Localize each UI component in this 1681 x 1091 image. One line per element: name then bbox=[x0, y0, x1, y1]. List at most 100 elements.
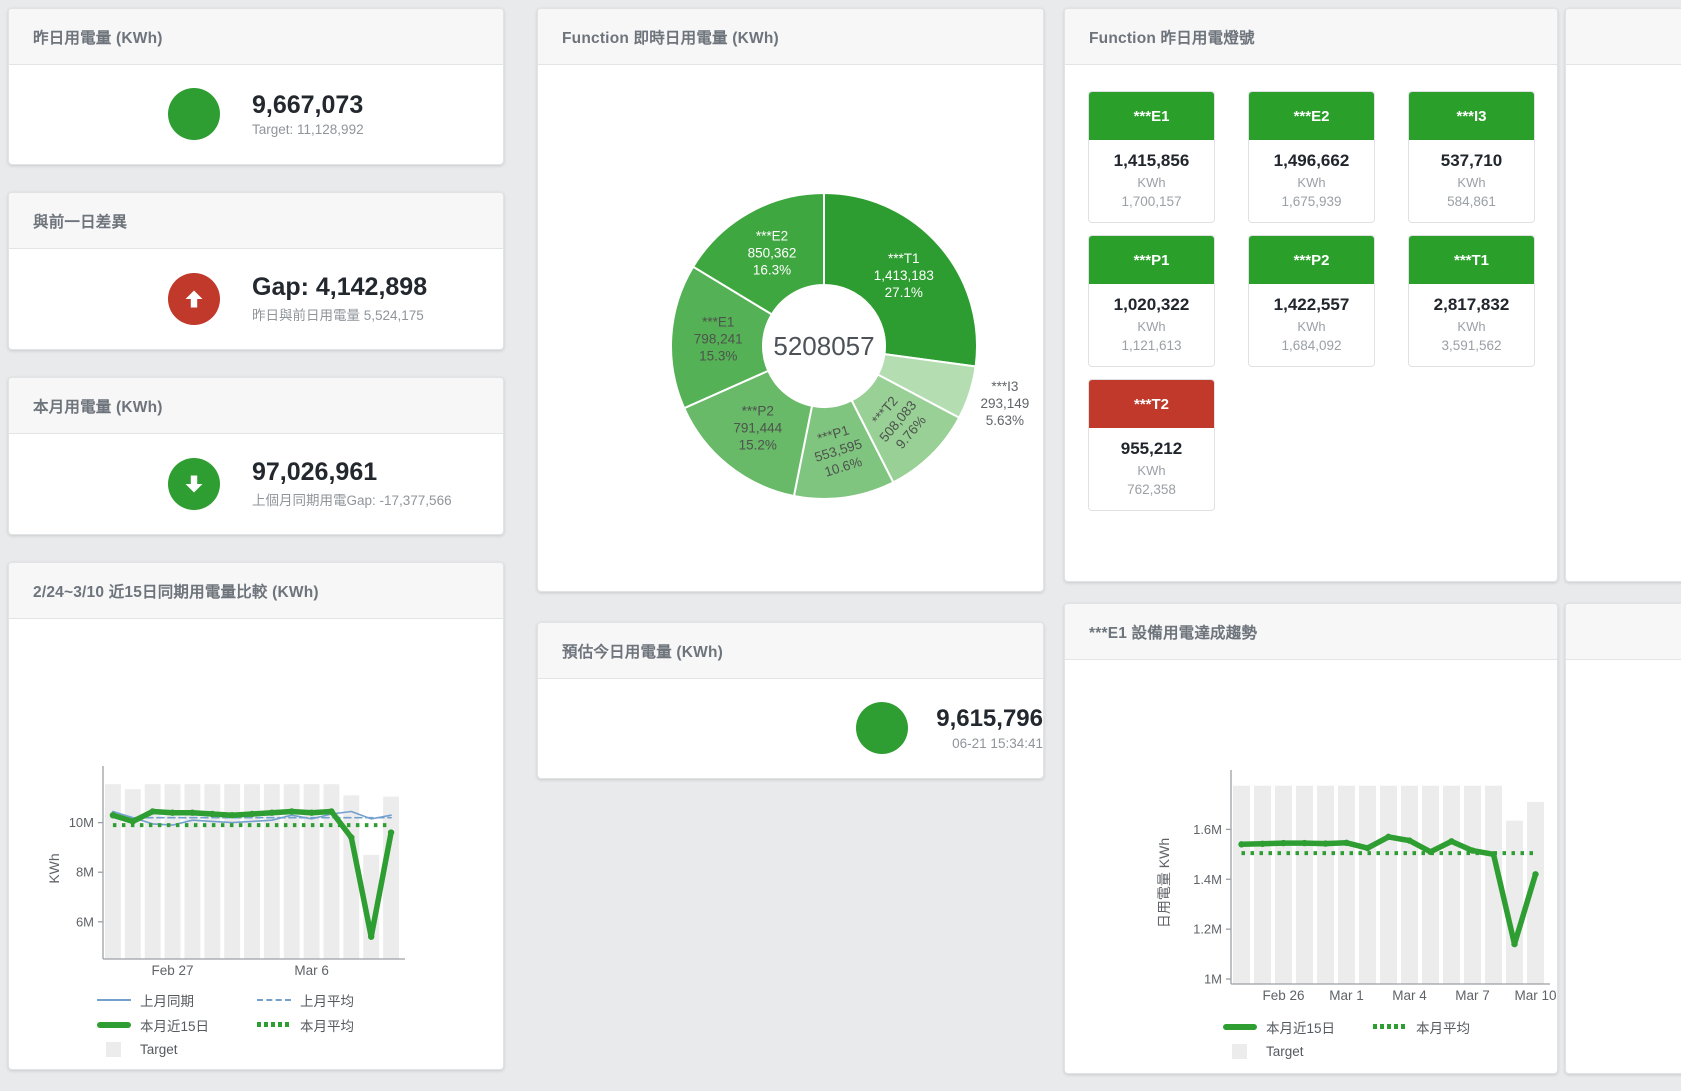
tile-target: 1,684,092 bbox=[1281, 338, 1342, 353]
tile-header: ***P2 bbox=[1249, 236, 1374, 284]
tile-unit: KWh bbox=[1457, 175, 1486, 190]
data-point bbox=[149, 808, 156, 815]
tile-value: 955,212 bbox=[1120, 439, 1183, 458]
data-point bbox=[1343, 839, 1350, 847]
tile-unit: KWh bbox=[1137, 463, 1166, 478]
y-axis-label: 日用電量 KWh bbox=[1156, 838, 1172, 928]
partial-card-bottom bbox=[1565, 603, 1681, 1074]
estimate-timestamp: 06-21 15:34:41 bbox=[952, 735, 1043, 751]
card-realtime-donut: Function 即時日用電量 (KWh) ***T1 1,413,183 27.1… bbox=[537, 8, 1044, 592]
tile-unit: KWh bbox=[1297, 319, 1326, 334]
card-15day-comparison: 2/24~3/10 近15日同期用電量比較 (KWh) 6M 8M 10M Feb 2… bbox=[8, 562, 504, 1070]
tile-value: 1,020,322 bbox=[1113, 295, 1190, 314]
card-header bbox=[1566, 604, 1681, 660]
data-point bbox=[169, 809, 176, 816]
stat-text: Gap: 4,142,898 昨日與前日用電量 5,524,175 bbox=[252, 273, 427, 325]
legend-label: Target bbox=[1266, 1044, 1304, 1059]
data-point bbox=[1259, 840, 1266, 848]
data-point bbox=[1511, 940, 1518, 948]
comparison-line-chart: 6M 8M 10M Feb 27 Mar 6 KWh bbox=[46, 766, 405, 978]
card-title: ***E1 設備用電達成趨勢 bbox=[1065, 604, 1557, 660]
tile-header: ***E1 bbox=[1089, 92, 1214, 140]
legend-swatch-square-icon bbox=[106, 1042, 121, 1057]
realtime-usage-donut-chart: ***T1 1,413,183 27.1%***I3 293,149 5.63%***T… bbox=[670, 191, 1029, 500]
legend-item-本月近15日: 本月近15日 bbox=[1223, 1014, 1373, 1039]
target-bar bbox=[1233, 785, 1250, 984]
data-point bbox=[1322, 840, 1329, 847]
card-title: Function 即時日用電量 (KWh) bbox=[538, 9, 1043, 65]
tile-unit: KWh bbox=[1137, 175, 1166, 190]
green-status-circle-icon bbox=[856, 702, 908, 754]
tile-body: 1,020,322 KWh 1,121,613 bbox=[1089, 284, 1214, 366]
data-point bbox=[268, 809, 276, 816]
y-tick-label: 1.6M bbox=[1193, 822, 1222, 837]
legend-swatch-dots-icon bbox=[257, 1022, 291, 1027]
e1-trend-line-chart: 1M 1.2M 1.4M 1.6M Feb 26 Mar 1 Mar 4 Mar 7 Mar 1… bbox=[1156, 770, 1557, 1003]
tile-value: 537,710 bbox=[1440, 151, 1503, 170]
target-bar bbox=[1443, 785, 1460, 984]
legend-label: 上月平均 bbox=[300, 993, 354, 1009]
data-point bbox=[189, 809, 196, 816]
data-point bbox=[1301, 839, 1308, 847]
y-tick-label: 1.2M bbox=[1193, 922, 1222, 937]
target-bar bbox=[1338, 785, 1355, 984]
x-tick-label: Mar 4 bbox=[1392, 988, 1427, 1003]
y-tick-label: 1.4M bbox=[1193, 872, 1222, 887]
target-bar bbox=[1275, 785, 1292, 984]
legend-item-Target: Target bbox=[97, 1037, 417, 1062]
legend-swatch-thick-icon bbox=[97, 1021, 131, 1028]
data-point bbox=[387, 829, 395, 836]
card-title: 與前一日差異 bbox=[9, 193, 503, 249]
tile-value: 2,817,832 bbox=[1433, 295, 1510, 314]
yesterday-usage-target: Target: 11,128,992 bbox=[252, 122, 364, 138]
tile-body: 2,817,832 KWh 3,591,562 bbox=[1409, 284, 1534, 366]
data-point bbox=[1469, 847, 1476, 854]
legend-label: 本月平均 bbox=[300, 1018, 354, 1034]
legend-swatch-square-icon bbox=[1232, 1044, 1247, 1059]
target-bar bbox=[124, 789, 141, 959]
y-tick-label: 1M bbox=[1204, 972, 1222, 987]
tile-target: 1,121,613 bbox=[1121, 338, 1182, 353]
legend-item-上月平均: 上月平均 bbox=[257, 987, 417, 1012]
data-point bbox=[1532, 871, 1539, 878]
tile-body: 537,710 KWh 584,861 bbox=[1409, 140, 1534, 222]
function-tile-***I3: ***I3 537,710 KWh 584,861 bbox=[1408, 91, 1535, 223]
x-tick-label: Mar 6 bbox=[294, 963, 329, 978]
target-bar bbox=[1254, 785, 1271, 984]
y-tick-label: 10M bbox=[69, 815, 94, 830]
card-title: 昨日用電量 (KWh) bbox=[9, 9, 503, 65]
target-bar bbox=[363, 854, 380, 959]
data-point bbox=[1490, 851, 1497, 858]
x-tick-label: Feb 26 bbox=[1262, 988, 1304, 1003]
function-tile-***T1: ***T1 2,817,832 KWh 3,591,562 bbox=[1408, 235, 1535, 367]
card-header bbox=[1566, 9, 1681, 65]
target-bar bbox=[1422, 785, 1439, 984]
legend-label: 本月平均 bbox=[1416, 1020, 1470, 1036]
tile-body: 1,496,662 KWh 1,675,939 bbox=[1249, 140, 1374, 222]
data-point bbox=[1238, 841, 1245, 848]
legend-swatch-dots-icon bbox=[1373, 1024, 1407, 1029]
data-point bbox=[228, 811, 236, 819]
function-tile-***P1: ***P1 1,020,322 KWh 1,121,613 bbox=[1088, 235, 1215, 367]
e1-trend-legend: 本月近15日 本月平均 Target bbox=[1223, 1014, 1523, 1064]
stat-body: 97,026,961 上個月同期用電Gap: -17,377,566 bbox=[9, 433, 503, 534]
data-point bbox=[1385, 833, 1392, 841]
red-arrow-up-circle-icon bbox=[168, 272, 220, 325]
month-usage-value: 97,026,961 bbox=[252, 457, 378, 486]
donut-label-***P2: ***P2 791,444 15.2% bbox=[733, 404, 782, 453]
target-bar bbox=[204, 784, 221, 959]
card-title: 預估今日用電量 (KWh) bbox=[538, 623, 1043, 679]
legend-item-Target: Target bbox=[1223, 1039, 1523, 1064]
month-usage-gap: 上個月同期用電Gap: -17,377,566 bbox=[252, 493, 452, 509]
data-point bbox=[1280, 839, 1287, 847]
card-e1-trend: ***E1 設備用電達成趨勢 1M 1.2M 1.4M 1.6M Feb 26 Mar 1… bbox=[1064, 603, 1558, 1074]
legend-item-本月近15日: 本月近15日 bbox=[97, 1012, 257, 1037]
donut-label-***E1: ***E1 798,241 15.3% bbox=[694, 314, 743, 363]
target-bar bbox=[1380, 785, 1397, 984]
target-bar bbox=[383, 796, 399, 959]
card-estimate-today: 預估今日用電量 (KWh) 9,615,796 06-21 15:34:41 bbox=[537, 622, 1044, 779]
donut-label-***E2: ***E2 850,362 16.3% bbox=[748, 229, 797, 278]
donut-slice-***T1 bbox=[823, 191, 978, 368]
tile-header: ***P1 bbox=[1089, 236, 1214, 284]
